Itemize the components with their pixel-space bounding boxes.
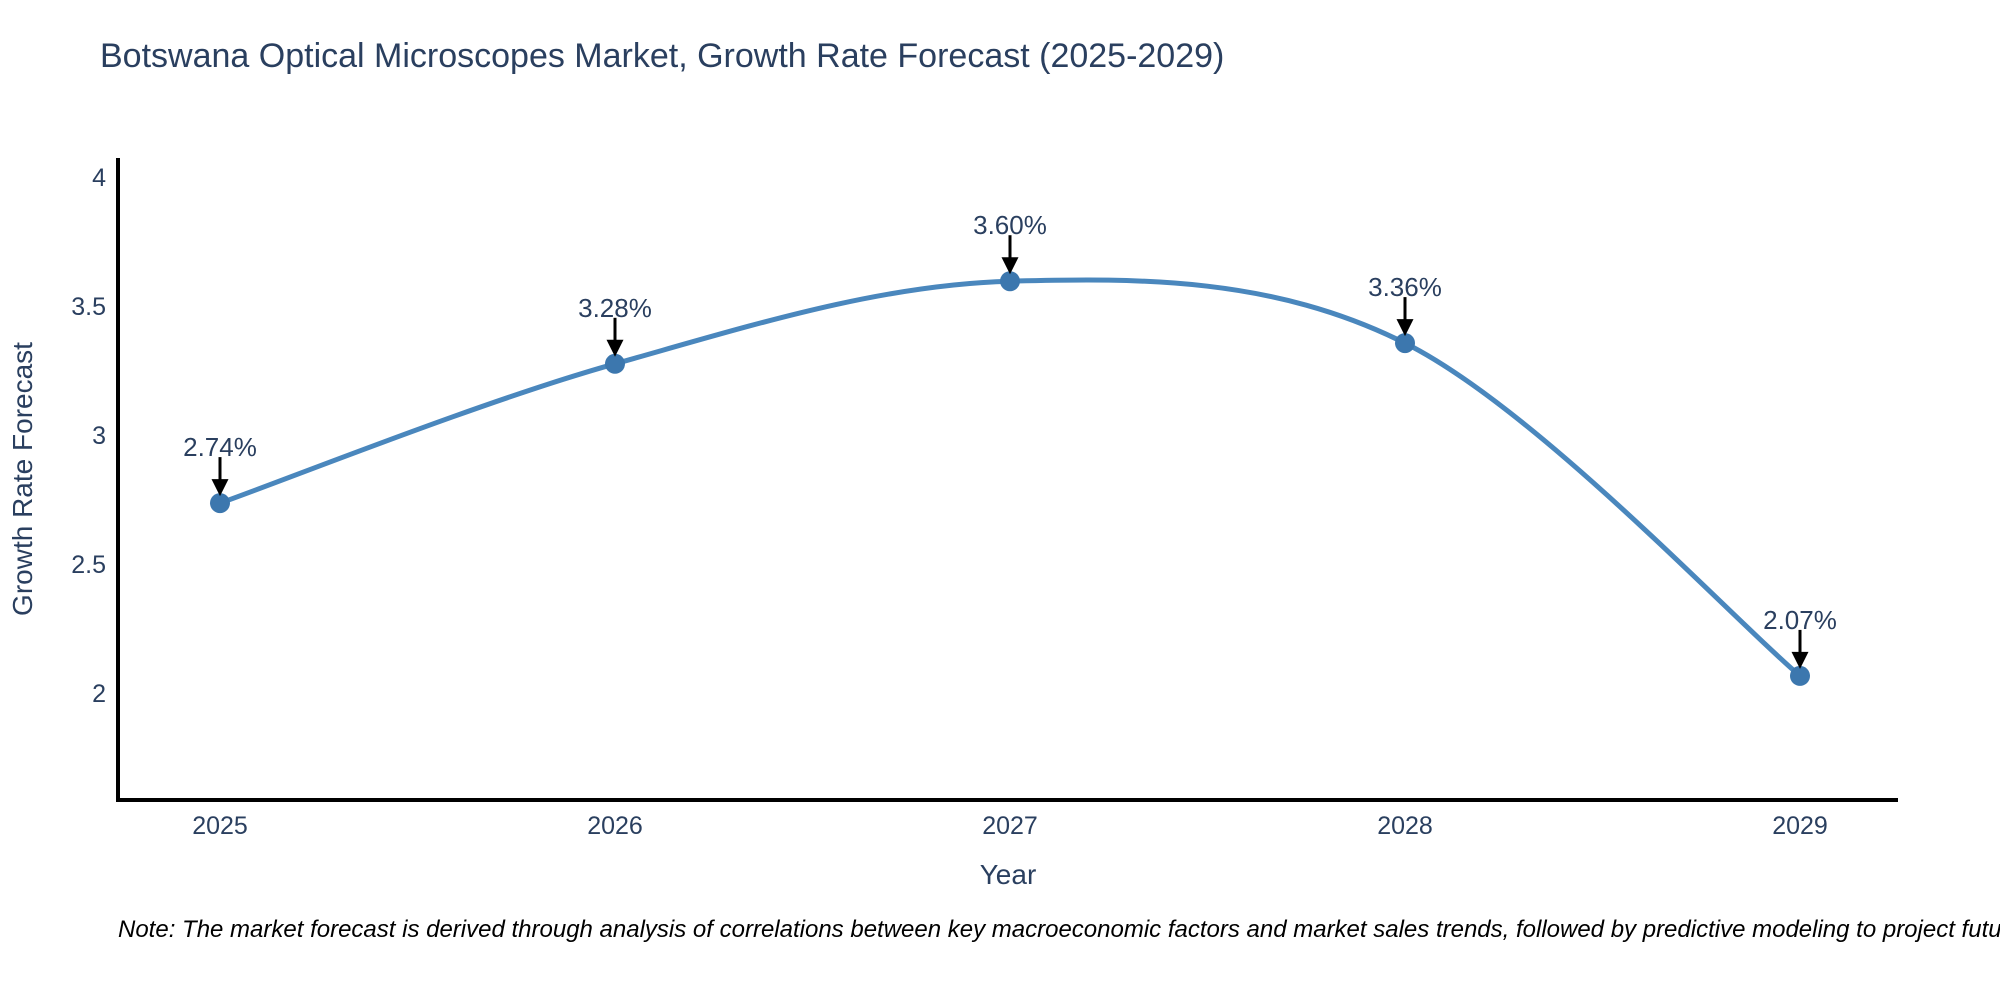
y-tick-label: 2 xyxy=(92,680,106,708)
y-tick-label: 3.5 xyxy=(71,293,106,321)
annotation-arrow-head xyxy=(1001,257,1019,275)
axis-spines xyxy=(116,158,1898,802)
data-point xyxy=(210,493,230,514)
trend-line xyxy=(217,277,1803,679)
x-tick-label: 2025 xyxy=(192,812,248,840)
point-label: 3.28% xyxy=(578,293,652,323)
data-point xyxy=(1790,665,1810,686)
annotation-arrow-head xyxy=(606,339,624,357)
point-label: 2.74% xyxy=(183,432,257,462)
x-axis-title: Year xyxy=(980,859,1037,890)
x-tick-label: 2028 xyxy=(1377,812,1433,840)
y-axis-title: Growth Rate Forecast xyxy=(7,342,38,616)
data-point xyxy=(1395,333,1415,354)
point-label: 3.60% xyxy=(973,210,1047,240)
annotation-arrow-head xyxy=(211,479,229,497)
x-tick-label: 2026 xyxy=(587,812,643,840)
y-tick-label: 3 xyxy=(92,422,106,450)
y-tick-label: 4 xyxy=(92,164,106,192)
x-tick-label: 2029 xyxy=(1772,812,1828,840)
data-point xyxy=(1000,271,1020,292)
annotation-arrow-head xyxy=(1791,651,1809,669)
point-label: 3.36% xyxy=(1368,272,1442,302)
data-point xyxy=(605,353,625,374)
x-tick-label: 2027 xyxy=(982,812,1038,840)
annotation-arrow-head xyxy=(1396,319,1414,337)
chart-title: Botswana Optical Microscopes Market, Gro… xyxy=(100,37,1225,75)
point-label: 2.07% xyxy=(1763,605,1837,635)
y-tick-label: 2.5 xyxy=(71,551,106,579)
footnote: Note: The market forecast is derived thr… xyxy=(118,916,2000,943)
